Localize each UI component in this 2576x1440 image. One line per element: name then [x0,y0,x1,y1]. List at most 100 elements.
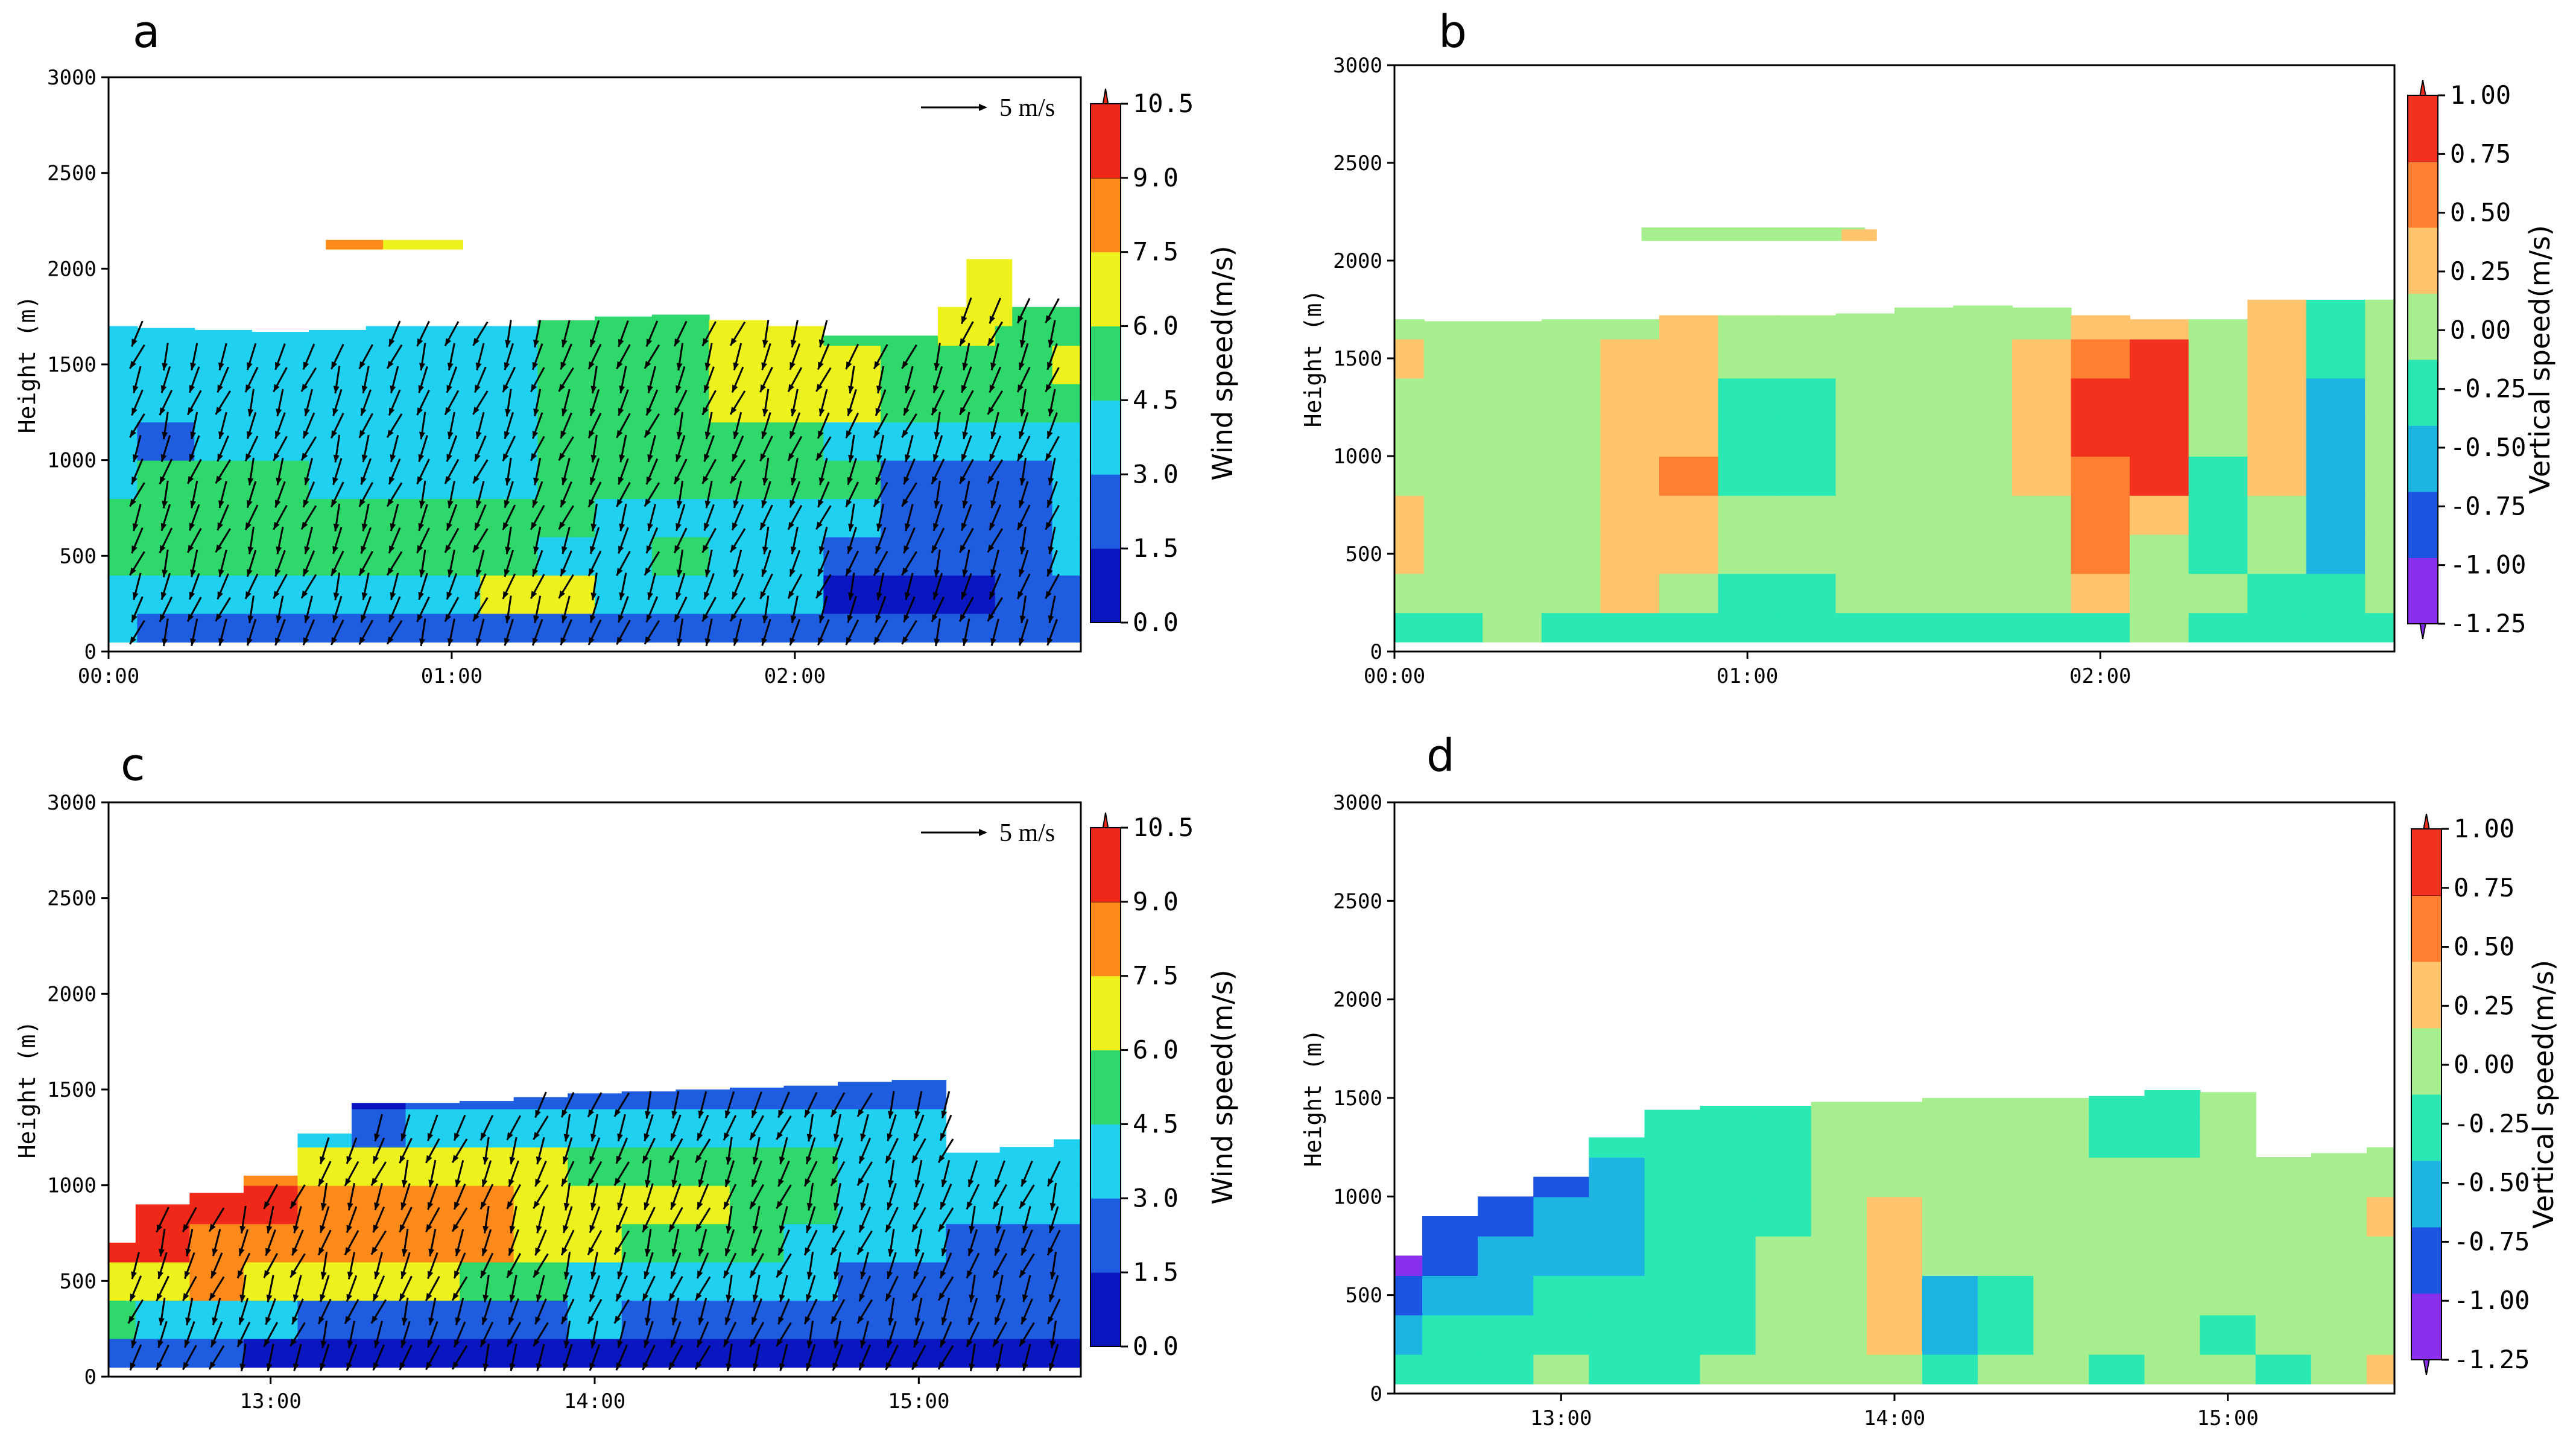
wind-arrow-head [418,385,425,393]
wind-arrow-head [931,614,938,622]
wind-arrow-head [818,637,824,645]
colorbar-segment [2411,1094,2442,1161]
wind-arrow-head [752,1179,758,1187]
wind-arrow-head [507,1339,513,1347]
wind-arrow-head [562,615,568,623]
wind-arrow-head [912,1224,919,1232]
wind-arrow-head [876,592,882,600]
wind-arrow-head [752,1294,759,1302]
wind-arrow-head [704,591,710,600]
colorbar-segment [1090,400,1121,475]
wind-arrow-head [671,1179,678,1188]
wind-arrow-head [331,568,338,576]
wind-arrow-head [264,1201,270,1209]
wind-arrow-head [532,431,539,439]
contour-cell [366,536,424,576]
contour-cell [1835,612,1895,642]
contour-cell [2365,338,2394,379]
wind-arrow-head [642,1362,649,1370]
contour-cell [2012,612,2072,642]
contour-cell [1659,612,1719,642]
wind-arrow-head [646,614,653,623]
colorbar-tick-label: 6.0 [1133,1035,1179,1065]
contour-cell [1811,1117,1867,1158]
wind-arrow-head [860,1340,866,1348]
contour-cell [135,1204,191,1225]
wind-arrow-head [614,1315,621,1324]
contour-cell [1700,1235,1756,1276]
contour-cell [2311,1153,2367,1158]
contour-cell [1600,573,1660,614]
contour-cell [1755,1315,1812,1355]
wind-arrow-head [190,500,196,509]
contour-cell [2366,1157,2394,1197]
x-tick-label: 01:00 [1717,664,1778,688]
contour-cell [2365,299,2394,340]
y-tick-label: 0 [1370,640,1382,664]
wind-arrow-head [818,339,825,347]
wind-arrow-head [374,1202,380,1210]
contour-cell [1422,1354,1479,1384]
y-tick-label: 2500 [47,887,97,911]
contour-cell [1589,1157,1645,1197]
contour-cell [1953,417,2013,457]
wind-arrow-head [218,500,224,509]
wind-arrow-head [995,1225,1002,1234]
contour-cell [891,1261,947,1301]
wind-arrow-head [1047,568,1053,577]
contour-cell [1533,1275,1590,1316]
wind-arrow-head [390,523,396,531]
contour-cell [243,1175,299,1186]
wind-arrow-head [587,1247,595,1255]
wind-arrow-head [455,1248,461,1257]
wind-arrow-head [816,590,823,598]
x-tick-label: 14:00 [1864,1406,1925,1430]
colorbar-tick-label: 1.5 [1133,1257,1179,1287]
wind-arrow-head [331,637,338,645]
wind-arrow-head [304,546,311,554]
contour-cell [1835,456,1895,496]
y-axis-label: Height (m) [1300,290,1326,428]
colorbar-tick-label: 4.5 [1133,1109,1179,1138]
wind-arrow-head [934,431,940,440]
wind-arrow-head [247,615,254,623]
wind-arrow-head [698,1248,704,1257]
wind-arrow-head [941,1179,948,1187]
wind-arrow-head [695,1362,702,1369]
contour-cell [1589,1354,1645,1384]
wind-arrow-head [776,1201,783,1209]
contour-cell [2089,1196,2145,1237]
wind-arrow-head [387,430,394,438]
colorbar-tick-label: 1.00 [2454,814,2514,843]
wind-arrow-head [987,338,995,346]
colorbar-segment [2408,293,2438,360]
wind-arrow-head [419,363,425,371]
colorbar-segment [2408,360,2438,426]
wind-arrow-head [273,522,280,530]
wind-arrow-head [818,499,824,507]
wind-arrow-head [1022,1363,1028,1371]
wind-arrow-head [642,1155,649,1164]
wind-arrow-head [934,500,940,509]
wind-arrow-head [702,475,709,484]
colorbar-c: 0.0 1.5 3.0 4.5 6.0 7.5 9.0 10.5 Wind speed(m/s) [1089,812,1239,1361]
wind-arrow-head [1047,431,1053,439]
contour-cell [2365,495,2394,535]
contour-cell [1953,338,2013,379]
wind-arrow-head [562,339,568,347]
contour-cell [823,536,882,576]
wind-arrow-head [389,407,395,416]
contour-cell [1052,383,1081,423]
contour-cell [1533,1176,1590,1197]
wind-arrow-head [590,524,597,531]
contour-cell [513,1147,569,1186]
wind-arrow-head [732,591,738,600]
wind-arrow-head [618,408,624,416]
contour-cell [1541,495,1601,535]
wind-arrow-head [704,638,711,646]
contour-cell [352,1147,407,1186]
wind-arrow-head [215,475,223,484]
contour-cell [297,1133,352,1148]
wind-arrow-head [616,1362,622,1371]
wind-arrow-head [590,592,597,600]
